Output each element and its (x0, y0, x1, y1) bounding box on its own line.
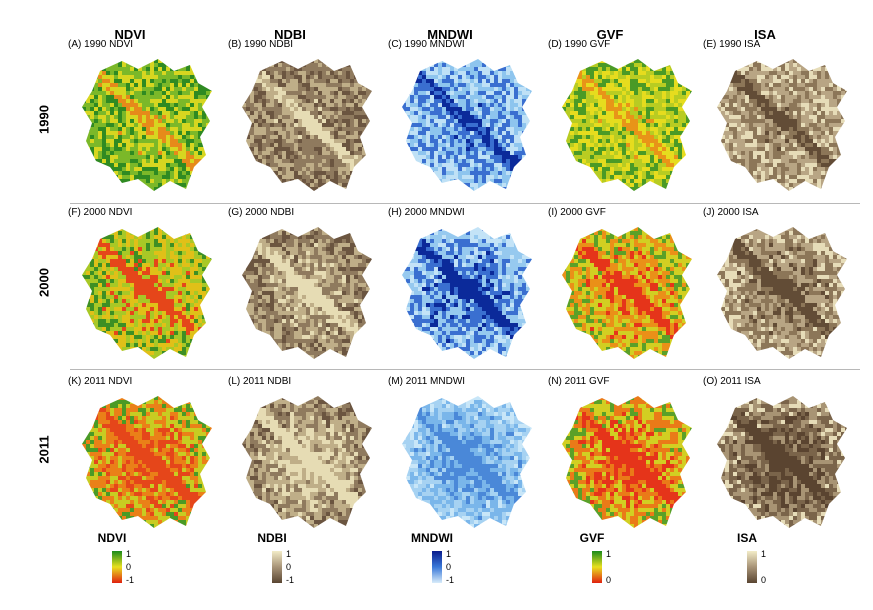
legend-max-label: 1 (126, 549, 132, 559)
study-area-map (402, 396, 532, 528)
study-area-map (242, 227, 372, 359)
column-header-isa: ISA (754, 27, 776, 42)
panel-label: (L) 2011 NDBI (228, 376, 292, 387)
row-header-1990: 1990 (36, 105, 52, 134)
panel-label: (E) 1990 ISA (703, 39, 761, 50)
map-panel: (F) 2000 NDVI (68, 207, 216, 362)
map-panel: (H) 2000 MNDWI (388, 207, 536, 362)
legend-title: NDBI (257, 531, 287, 545)
study-area-map (82, 396, 212, 528)
study-area-map (717, 227, 847, 359)
map-panel: (M) 2011 MNDWI (388, 376, 536, 531)
study-area-map (562, 59, 692, 191)
panel-label: (H) 2000 MNDWI (388, 207, 465, 218)
study-area-map (82, 59, 212, 191)
panel-label: (D) 1990 GVF (548, 39, 611, 50)
map-panel: (I) 2000 GVF (548, 207, 696, 362)
panel-label: (K) 2011 NDVI (68, 376, 133, 387)
legend-mid-label: 0 (446, 562, 452, 572)
map-panel: (O) 2011 ISA (703, 376, 851, 531)
row-separator-1 (70, 203, 860, 204)
panel-label: (C) 1990 MNDWI (388, 39, 465, 50)
legend-colorbar (112, 551, 122, 583)
panel-label: (I) 2000 GVF (548, 207, 606, 218)
panel-label: (M) 2011 MNDWI (388, 376, 466, 387)
legend-min-label: -1 (126, 575, 135, 585)
legend-max-label: 1 (446, 549, 452, 559)
column-header-mndwi: MNDWI (427, 27, 473, 42)
panel-label: (B) 1990 NDBI (228, 39, 294, 50)
study-area-map (402, 59, 532, 191)
legend-title: GVF (579, 531, 605, 545)
map-panel: (B) 1990 NDBI (228, 39, 376, 194)
legend-mid-label: 0 (286, 562, 292, 572)
legend-max-label: 1 (606, 549, 612, 559)
study-area-map (402, 227, 532, 359)
panel-label: (N) 2011 GVF (548, 376, 610, 387)
panel-label: (G) 2000 NDBI (228, 207, 295, 218)
legend-colorbar (747, 551, 757, 583)
legend-max-label: 1 (286, 549, 292, 559)
study-area-map (82, 227, 212, 359)
panel-label: (A) 1990 NDVI (68, 39, 134, 50)
panel-label: (J) 2000 ISA (703, 207, 759, 218)
legend-colorbar (432, 551, 442, 583)
study-area-map (242, 396, 372, 528)
panel-label: (O) 2011 ISA (703, 376, 761, 387)
column-header-gvf: GVF (596, 27, 624, 42)
legend-title: ISA (736, 531, 757, 545)
map-panel: (L) 2011 NDBI (228, 376, 376, 531)
map-panel: (G) 2000 NDBI (228, 207, 376, 362)
row-header-2011: 2011 (36, 435, 52, 464)
study-area-map (242, 59, 372, 191)
study-area-map (717, 396, 847, 528)
study-area-map (562, 396, 692, 528)
map-panel: (E) 1990 ISA (703, 39, 851, 194)
panel-label: (F) 2000 NDVI (68, 207, 133, 218)
legend-min-label: -1 (446, 575, 455, 585)
map-panel: (A) 1990 NDVI (68, 39, 216, 194)
row-separator-2 (70, 369, 860, 370)
legend-max-label: 1 (761, 549, 767, 559)
legend-min-label: -1 (286, 575, 295, 585)
map-panel: (K) 2011 NDVI (68, 376, 216, 531)
study-area-map (562, 227, 692, 359)
legend-mid-label: 0 (126, 562, 132, 572)
column-header-ndbi: NDBI (274, 27, 306, 42)
legend-colorbar (592, 551, 602, 583)
legend-min-label: 0 (606, 575, 612, 585)
legend-title: MNDWI (411, 531, 453, 545)
legend-colorbar (272, 551, 282, 583)
map-panel: (N) 2011 GVF (548, 376, 696, 531)
column-header-ndvi: NDVI (114, 27, 146, 42)
map-panel: (J) 2000 ISA (703, 207, 851, 362)
map-panel: (D) 1990 GVF (548, 39, 696, 194)
map-panel: (C) 1990 MNDWI (388, 39, 536, 194)
legend-min-label: 0 (761, 575, 767, 585)
legend-title: NDVI (97, 531, 127, 545)
study-area-map (717, 59, 847, 191)
row-header-2000: 2000 (36, 268, 52, 297)
